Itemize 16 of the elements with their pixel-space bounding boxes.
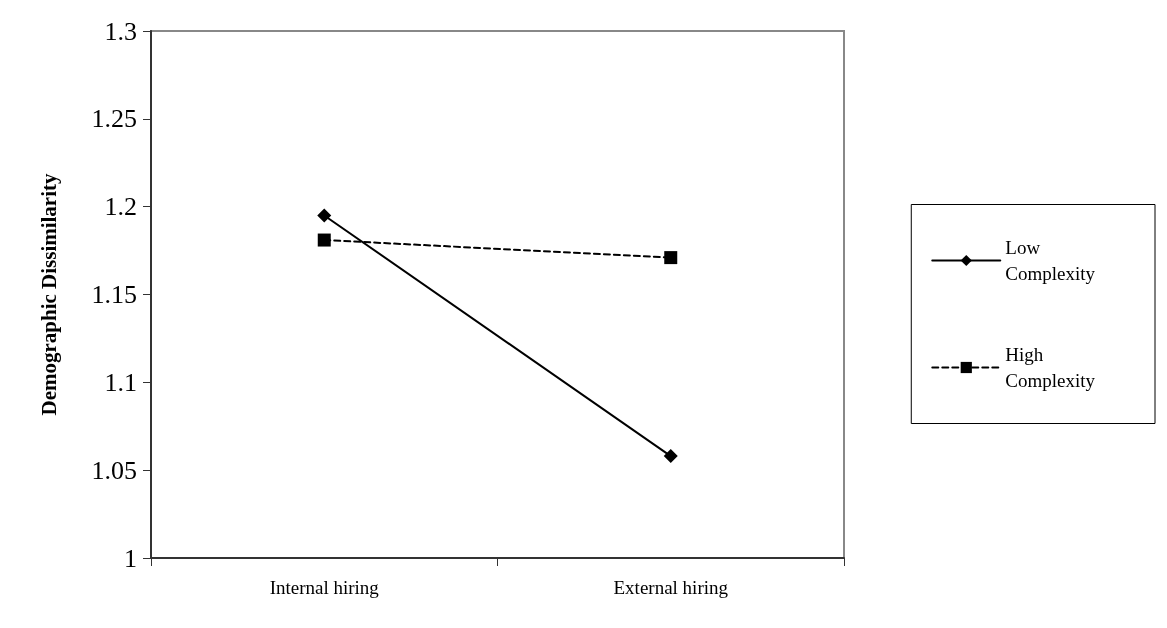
- point: [663, 449, 678, 464]
- y-tick-label: 1.05: [91, 455, 137, 485]
- y-tick-label: 1.3: [104, 16, 137, 46]
- y-tick-label: 1.2: [104, 192, 137, 222]
- y-tick-label: 1.25: [91, 104, 137, 134]
- legend-label: Low Complexity: [1005, 237, 1096, 284]
- point: [317, 208, 332, 223]
- point: [664, 251, 678, 265]
- y-tick-label: 1.15: [91, 280, 137, 309]
- x-tick-label: External hiring: [613, 577, 729, 598]
- x-tick-label: Internal hiring: [269, 577, 380, 598]
- legend-label: High Complexity: [1005, 344, 1096, 391]
- point: [317, 233, 331, 247]
- y-tick-label: 1.1: [104, 367, 137, 397]
- y-tick-label: 1: [124, 543, 137, 573]
- y-axis-title: Demographic Dissimilarity: [36, 172, 61, 416]
